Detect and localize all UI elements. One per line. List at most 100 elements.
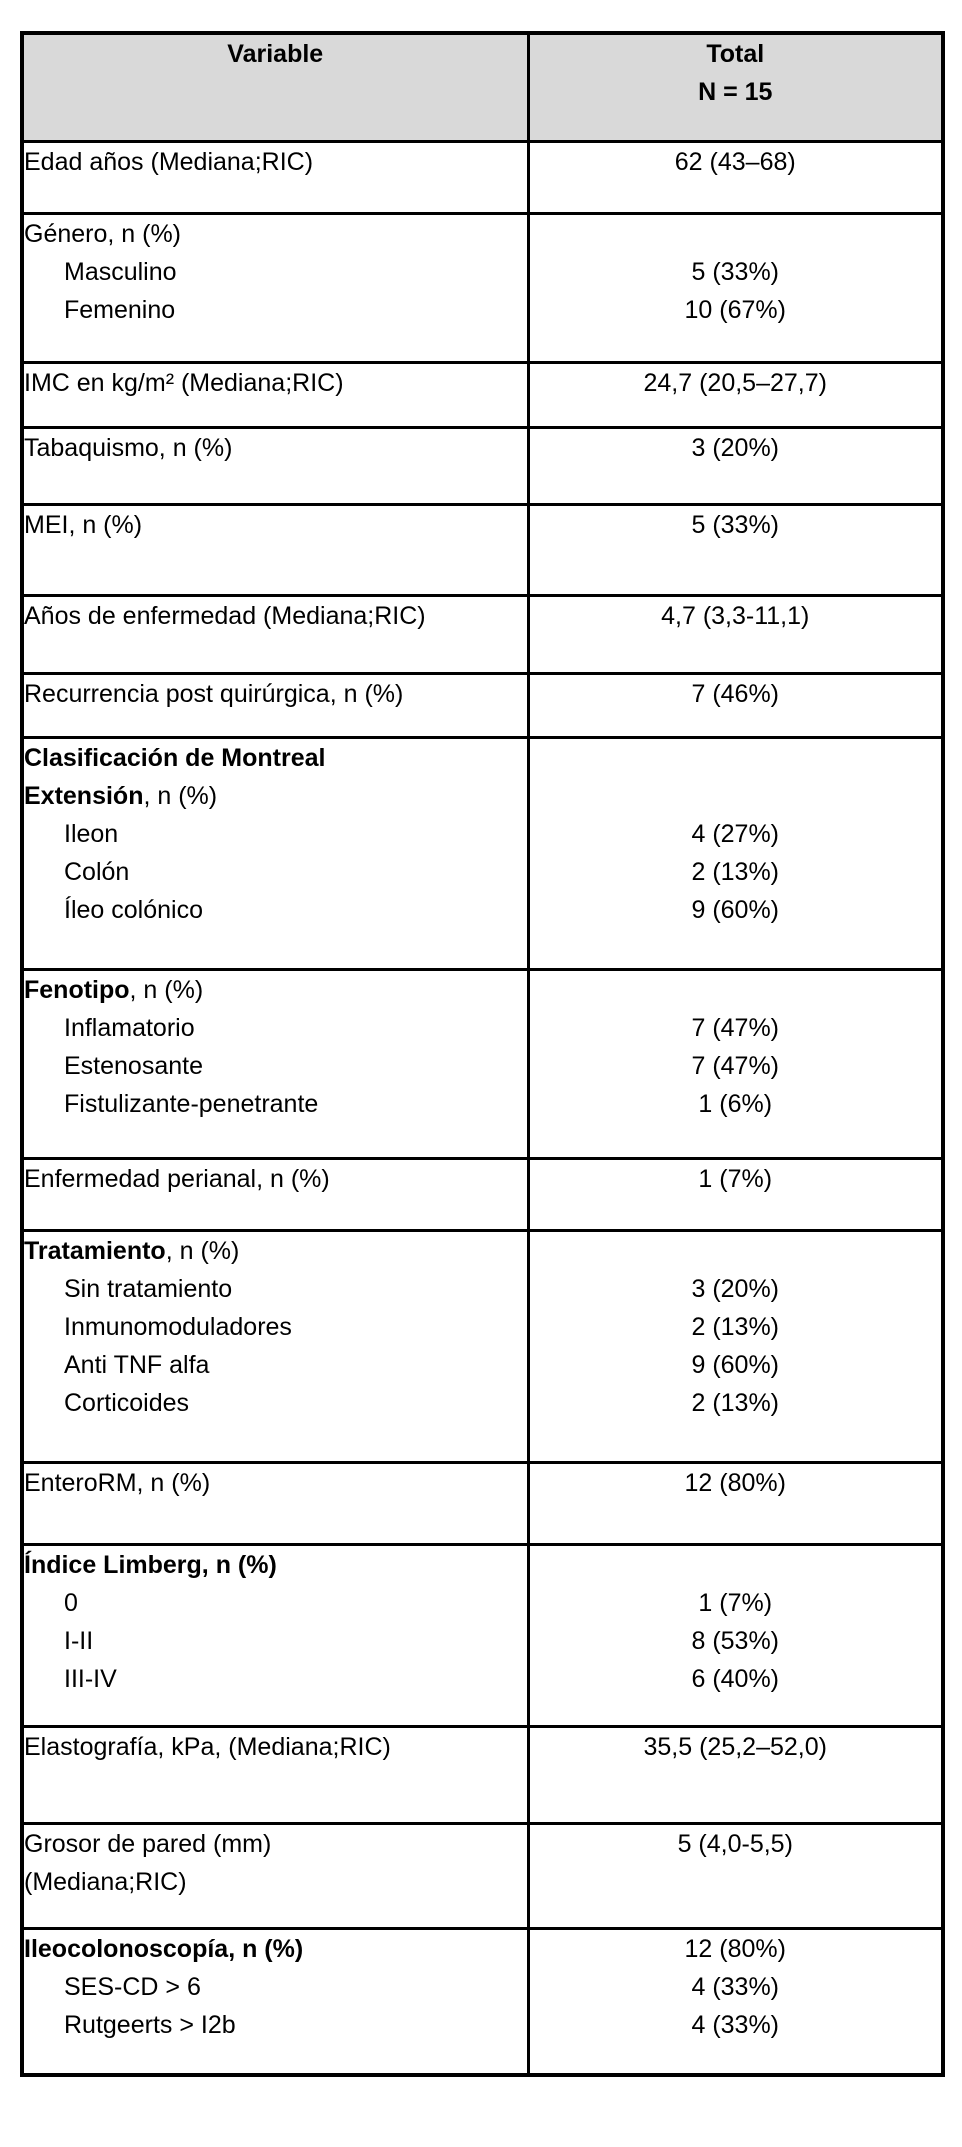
variable-cell: Índice Limberg, n (%) 0 I-II III-IV	[20, 1542, 530, 1728]
value-line: 4 (27%)	[691, 819, 780, 848]
variable-label: Años de enfermedad (Mediana;RIC)	[24, 601, 426, 630]
variable-label: Sin tratamiento	[64, 1274, 233, 1303]
variable-label: Tabaquismo, n (%)	[24, 433, 233, 462]
value-line: 12 (80%)	[684, 1934, 786, 1963]
variable-label: Elastografía, kPa, (Mediana;RIC)	[24, 1732, 391, 1761]
row-anos-enfermedad: Años de enfermedad (Mediana;RIC) 4,7 (3,3…	[20, 593, 945, 675]
variable-header-label: Variable	[227, 40, 324, 68]
value-line: 2 (13%)	[691, 1312, 780, 1341]
variable-label: Rutgeerts > I2b	[64, 2010, 236, 2039]
variable-label: Ileon	[64, 819, 119, 848]
variable-label: Íleo colónico	[64, 895, 203, 924]
variable-label: I-II	[64, 1626, 94, 1655]
variable-label: (Mediana;RIC)	[24, 1867, 187, 1896]
value-line	[530, 777, 942, 815]
row-fenotipo: Fenotipo, n (%) Inflamatorio Estenosante Fi…	[20, 967, 945, 1160]
variable-line: IMC en kg/m² (Mediana;RIC)	[24, 364, 527, 402]
variable-cell: Clasificación de Montreal Extensión, n (%…	[20, 735, 530, 971]
variable-line: Íleo colónico	[24, 891, 527, 929]
variable-label-bold: Índice Limberg, n (%)	[24, 1550, 277, 1579]
variable-line: (Mediana;RIC)	[24, 1863, 527, 1901]
variable-line: Elastografía, kPa, (Mediana;RIC)	[24, 1728, 527, 1766]
total-cell: 1 (7%) 8 (53%) 6 (40%)	[526, 1542, 945, 1728]
variable-line: Fistulizante-penetrante	[24, 1085, 527, 1123]
value-line: 4 (33%)	[691, 2010, 780, 2039]
value-line: 3 (20%)	[691, 1274, 780, 1303]
variable-cell: Fenotipo, n (%) Inflamatorio Estenosante Fi…	[20, 967, 530, 1160]
variable-line: Estenosante	[24, 1047, 527, 1085]
value-line: 1 (7%)	[698, 1164, 773, 1193]
value-line: 3 (20%)	[691, 433, 780, 462]
total-cell: 3 (20%) 2 (13%) 9 (60%) 2 (13%)	[526, 1228, 945, 1464]
value-line	[530, 215, 942, 253]
value-line: 7 (47%)	[691, 1051, 780, 1080]
variable-label-bold: Ileocolonoscopía, n (%)	[24, 1934, 304, 1963]
variable-line: Edad años (Mediana;RIC)	[24, 143, 527, 181]
row-grosor-pared: Grosor de pared (mm) (Mediana;RIC) 5 (4,0-…	[20, 1821, 945, 1930]
variable-label: Género, n (%)	[24, 219, 182, 248]
variable-line: Tabaquismo, n (%)	[24, 429, 527, 467]
total-cell: 12 (80%) 4 (33%) 4 (33%)	[526, 1926, 945, 2077]
row-mei: MEI, n (%) 5 (33%)	[20, 502, 945, 597]
total-column-header: Total N = 15	[526, 31, 945, 143]
value-line: 5 (33%)	[691, 257, 780, 286]
total-cell: 1 (7%)	[526, 1156, 945, 1232]
total-header-label: Total	[706, 40, 765, 68]
variable-line: Ileon	[24, 815, 527, 853]
total-cell: 5 (33%)	[526, 502, 945, 597]
variable-label: 0	[64, 1588, 78, 1617]
variable-label-bold: Extensión	[24, 781, 144, 810]
total-cell: 7 (46%)	[526, 671, 945, 739]
total-cell: 35,5 (25,2–52,0)	[526, 1724, 945, 1825]
variable-line: Género, n (%)	[24, 215, 527, 253]
variable-label: Masculino	[64, 257, 177, 286]
total-cell: 5 (4,0-5,5)	[526, 1821, 945, 1930]
row-enterorm: EnteroRM, n (%) 12 (80%)	[20, 1460, 945, 1546]
value-line	[530, 1232, 942, 1270]
variable-label: Grosor de pared (mm)	[24, 1829, 272, 1858]
row-imc: IMC en kg/m² (Mediana;RIC) 24,7 (20,5–27,…	[20, 360, 945, 429]
variable-line: Recurrencia post quirúrgica, n (%)	[24, 675, 527, 713]
variable-line: Inflamatorio	[24, 1009, 527, 1047]
row-elastografia: Elastografía, kPa, (Mediana;RIC) 35,5 (25…	[20, 1724, 945, 1825]
variable-label: , n (%)	[129, 975, 204, 1004]
variable-line: Corticoides	[24, 1384, 527, 1422]
variable-line: Masculino	[24, 253, 527, 291]
variable-line: Anti TNF alfa	[24, 1346, 527, 1384]
value-line: 9 (60%)	[691, 895, 780, 924]
total-header-n-label: N = 15	[698, 78, 773, 106]
value-line: 5 (4,0-5,5)	[677, 1829, 793, 1858]
total-cell: 24,7 (20,5–27,7)	[526, 360, 945, 429]
variable-label: Recurrencia post quirúrgica, n (%)	[24, 679, 404, 708]
value-line: 4 (33%)	[691, 1972, 780, 2001]
variable-label: Corticoides	[64, 1388, 190, 1417]
variable-line: Índice Limberg, n (%)	[24, 1546, 527, 1584]
total-cell: 62 (43–68)	[526, 139, 945, 215]
variable-label: , n (%)	[165, 1236, 240, 1265]
value-line: 7 (46%)	[691, 679, 780, 708]
variable-cell: Años de enfermedad (Mediana;RIC)	[20, 593, 530, 675]
variable-cell: Grosor de pared (mm) (Mediana;RIC)	[20, 1821, 530, 1930]
variable-label: Enfermedad perianal, n (%)	[24, 1164, 330, 1193]
value-line: 4,7 (3,3-11,1)	[661, 601, 810, 630]
variable-line: Enfermedad perianal, n (%)	[24, 1160, 527, 1198]
row-ileocolonoscopia: Ileocolonoscopía, n (%) SES-CD > 6 Rutgeer…	[20, 1926, 945, 2077]
value-line: 24,7 (20,5–27,7)	[643, 368, 827, 397]
variable-line: Sin tratamiento	[24, 1270, 527, 1308]
value-line: 8 (53%)	[691, 1626, 780, 1655]
variable-line: Fenotipo, n (%)	[24, 971, 527, 1009]
table-body: Edad años (Mediana;RIC) 62 (43–68) Género,…	[20, 139, 945, 2077]
variable-cell: Género, n (%) Masculino Femenino	[20, 211, 530, 364]
variable-cell: EnteroRM, n (%)	[20, 1460, 530, 1546]
variable-line: Colón	[24, 853, 527, 891]
value-line: 1 (7%)	[698, 1588, 773, 1617]
variable-line: Rutgeerts > I2b	[24, 2006, 527, 2044]
variable-cell: Tratamiento, n (%) Sin tratamiento Inmunom…	[20, 1228, 530, 1464]
variable-label: Anti TNF alfa	[64, 1350, 210, 1379]
variable-label: III-IV	[64, 1664, 117, 1693]
variable-cell: Tabaquismo, n (%)	[20, 425, 530, 506]
total-cell: 3 (20%)	[526, 425, 945, 506]
variable-line: Tratamiento, n (%)	[24, 1232, 527, 1270]
variable-cell: Elastografía, kPa, (Mediana;RIC)	[20, 1724, 530, 1825]
variable-line: III-IV	[24, 1660, 527, 1698]
